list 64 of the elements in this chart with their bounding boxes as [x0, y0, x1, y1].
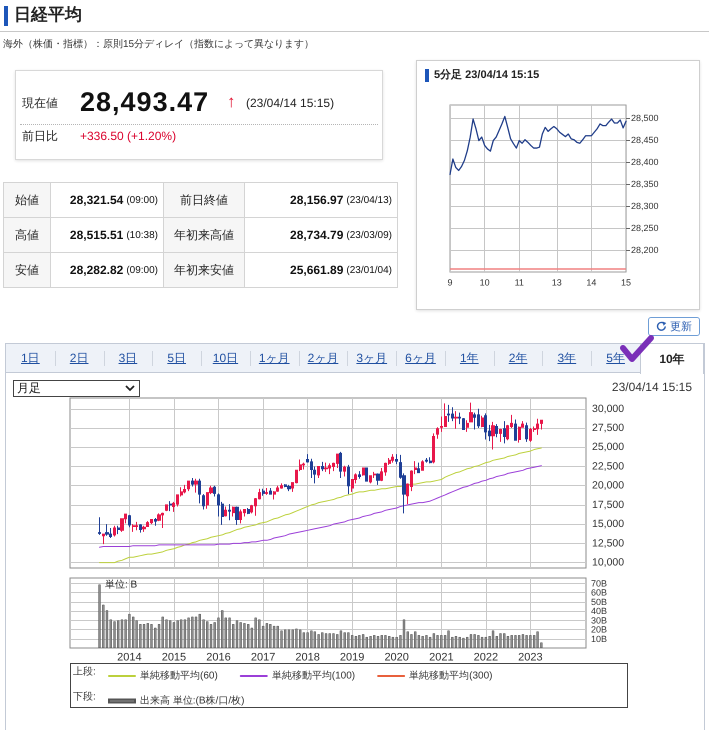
y-tick-label: 22,500 — [592, 460, 624, 472]
y-tick-label: 30,000 — [592, 402, 624, 415]
x-tick-label: 14 — [586, 278, 596, 288]
y-tick-label: 25,000 — [592, 441, 624, 454]
y-axis-title: 単位: B — [105, 578, 138, 590]
x-tick-label: 2018 — [295, 652, 320, 664]
y-tick-label: 28,300 — [631, 201, 659, 212]
y-tick-label: 70B — [591, 578, 608, 589]
y-tick-label: 28,350 — [631, 179, 659, 190]
x-tick-label: 2023 — [518, 652, 543, 664]
y-tick-label: 40B — [591, 606, 608, 616]
y-tick-label: 27,500 — [592, 422, 624, 434]
text: 2年 — [508, 350, 528, 367]
text: 1ヶ月 — [258, 350, 290, 367]
chart-title: 5分足 23/04/14 15:15 — [434, 68, 540, 83]
legend-title: 下段: — [73, 690, 96, 702]
legend-label: 出来高 単位:(B株/口/枚) — [140, 694, 244, 706]
text: 2日 — [70, 350, 88, 367]
x-tick-label: 13 — [552, 278, 562, 288]
y-tick-label: 28,450 — [631, 135, 659, 146]
legend-label: 単純移動平均(100) — [272, 670, 356, 682]
legend-label: 単純移動平均(60) — [140, 670, 218, 682]
y-tick-label: 17,500 — [592, 498, 624, 511]
text: 2ヶ月 — [308, 350, 338, 367]
y-tick-label: 50B — [591, 596, 608, 607]
text: 3ヶ月 — [356, 350, 388, 367]
x-tick-label: 10 — [480, 278, 490, 288]
y-tick-label: 28,500 — [631, 113, 659, 124]
y-tick-label: 20,000 — [592, 480, 624, 492]
y-tick-label: 15,000 — [592, 518, 624, 530]
x-tick-label: 2015 — [162, 652, 186, 664]
x-tick-label: 11 — [514, 278, 524, 288]
y-tick-label: 30B — [591, 615, 608, 626]
y-tick-label: 10,000 — [592, 556, 624, 569]
x-tick-label: 2021 — [429, 652, 454, 664]
x-tick-label: 2020 — [384, 652, 409, 664]
x-tick-label: 2019 — [340, 652, 364, 664]
text: 3日 — [118, 350, 138, 367]
x-tick-label: 9 — [447, 278, 453, 288]
x-tick-label: 2014 — [117, 652, 142, 664]
x-tick-label: 15 — [620, 278, 632, 288]
y-tick-label: 12,500 — [592, 537, 624, 550]
text: 3年 — [557, 350, 576, 367]
x-tick-label: 2016 — [206, 652, 231, 664]
y-tick-label: 20B — [591, 624, 608, 635]
x-tick-label: 2017 — [250, 652, 276, 664]
y-tick-label: 28,400 — [631, 157, 659, 168]
y-tick-label: 28,200 — [631, 245, 659, 256]
text: 23/04/14 15:15 — [612, 380, 692, 394]
text: 10年 — [659, 350, 685, 368]
y-tick-label: 28,250 — [631, 223, 659, 234]
text: 6ヶ月 — [405, 350, 436, 367]
refresh-button: 更新 — [648, 317, 700, 336]
text: 1日 — [21, 350, 40, 367]
text: 1年 — [460, 350, 479, 367]
text: 5年 — [606, 350, 625, 367]
text: 5日 — [167, 350, 186, 367]
text: 10日 — [212, 350, 238, 367]
y-tick-label: 60B — [591, 588, 608, 598]
y-tick-label: 10B — [591, 634, 608, 644]
x-tick-label: 2022 — [474, 652, 498, 664]
legend-label: 単純移動平均(300) — [409, 670, 492, 682]
legend-title: 上段: — [73, 666, 96, 678]
select-field: 月足 — [13, 380, 140, 397]
